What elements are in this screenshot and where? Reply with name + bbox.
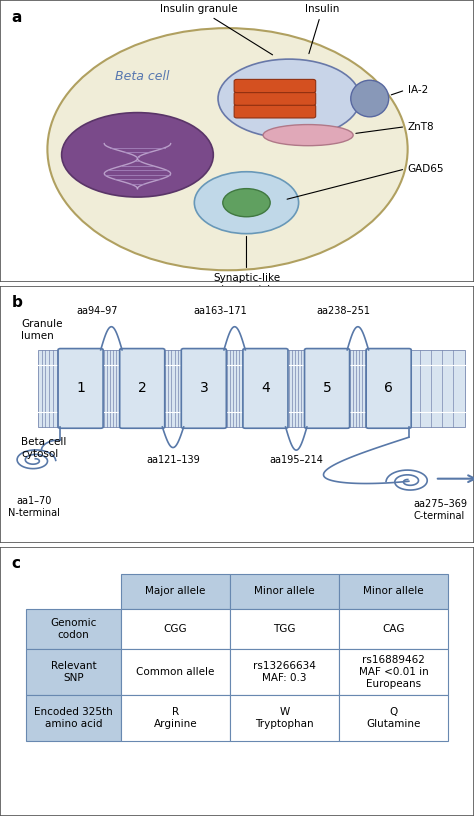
FancyBboxPatch shape bbox=[234, 92, 316, 105]
FancyBboxPatch shape bbox=[366, 348, 411, 428]
Text: 3: 3 bbox=[200, 381, 208, 396]
Text: IA-2: IA-2 bbox=[408, 85, 428, 95]
Text: 2: 2 bbox=[138, 381, 146, 396]
Bar bbox=[100, 350, 122, 427]
Ellipse shape bbox=[47, 29, 408, 270]
Text: TGG: TGG bbox=[273, 624, 296, 634]
FancyBboxPatch shape bbox=[26, 694, 121, 741]
Bar bbox=[162, 350, 184, 427]
FancyBboxPatch shape bbox=[120, 348, 165, 428]
Text: Minor allele: Minor allele bbox=[363, 586, 424, 596]
Text: rs13266634
MAF: 0.3: rs13266634 MAF: 0.3 bbox=[253, 661, 316, 683]
Text: c: c bbox=[12, 557, 21, 571]
Text: Synaptic-like
microvesicles: Synaptic-like microvesicles bbox=[211, 237, 282, 295]
FancyBboxPatch shape bbox=[26, 609, 121, 649]
Text: aa1–70
N-terminal: aa1–70 N-terminal bbox=[9, 496, 60, 518]
Text: aa275–369
C-terminal: aa275–369 C-terminal bbox=[413, 499, 467, 521]
Text: Minor allele: Minor allele bbox=[254, 586, 315, 596]
FancyBboxPatch shape bbox=[339, 574, 448, 609]
Text: Insulin: Insulin bbox=[305, 4, 339, 54]
Text: Beta cell: Beta cell bbox=[115, 69, 169, 82]
Bar bbox=[409, 350, 465, 427]
Text: 5: 5 bbox=[323, 381, 331, 396]
Ellipse shape bbox=[263, 125, 353, 146]
Text: CAG: CAG bbox=[382, 624, 405, 634]
Text: W
Tryptophan: W Tryptophan bbox=[255, 707, 314, 729]
FancyBboxPatch shape bbox=[230, 574, 339, 609]
Text: b: b bbox=[12, 295, 23, 309]
FancyBboxPatch shape bbox=[339, 609, 448, 649]
FancyBboxPatch shape bbox=[121, 609, 230, 649]
FancyBboxPatch shape bbox=[121, 649, 230, 694]
Text: aa238–251: aa238–251 bbox=[317, 307, 371, 317]
Bar bbox=[347, 350, 369, 427]
Text: aa94–97: aa94–97 bbox=[76, 307, 118, 317]
FancyBboxPatch shape bbox=[234, 79, 316, 93]
Bar bbox=[38, 350, 61, 427]
Ellipse shape bbox=[351, 80, 389, 117]
Text: Q
Glutamine: Q Glutamine bbox=[366, 707, 420, 729]
FancyBboxPatch shape bbox=[305, 348, 350, 428]
FancyBboxPatch shape bbox=[58, 348, 103, 428]
FancyBboxPatch shape bbox=[230, 609, 339, 649]
Text: Granule
lumen: Granule lumen bbox=[21, 319, 63, 340]
Text: Major allele: Major allele bbox=[145, 586, 206, 596]
Text: CGG: CGG bbox=[164, 624, 187, 634]
Text: Common allele: Common allele bbox=[136, 667, 215, 677]
Text: Beta cell
cytosol: Beta cell cytosol bbox=[21, 437, 67, 459]
FancyBboxPatch shape bbox=[243, 348, 288, 428]
Text: 4: 4 bbox=[261, 381, 270, 396]
Text: 6: 6 bbox=[384, 381, 393, 396]
Text: ZnT8: ZnT8 bbox=[408, 122, 434, 131]
Ellipse shape bbox=[223, 188, 270, 217]
FancyBboxPatch shape bbox=[26, 649, 121, 694]
FancyBboxPatch shape bbox=[339, 694, 448, 741]
Text: Relevant
SNP: Relevant SNP bbox=[51, 661, 96, 683]
Text: R
Arginine: R Arginine bbox=[154, 707, 197, 729]
FancyBboxPatch shape bbox=[230, 694, 339, 741]
Text: Insulin granule: Insulin granule bbox=[160, 4, 273, 55]
Bar bbox=[285, 350, 307, 427]
Text: Genomic
codon: Genomic codon bbox=[50, 618, 97, 640]
Text: GAD65: GAD65 bbox=[408, 164, 444, 174]
FancyBboxPatch shape bbox=[230, 649, 339, 694]
Text: aa121–139: aa121–139 bbox=[146, 455, 200, 465]
Text: 1: 1 bbox=[76, 381, 85, 396]
Text: aa163–171: aa163–171 bbox=[193, 307, 247, 317]
Text: a: a bbox=[12, 10, 22, 24]
Ellipse shape bbox=[194, 171, 299, 233]
Text: aa195–214: aa195–214 bbox=[269, 455, 323, 465]
FancyBboxPatch shape bbox=[121, 574, 230, 609]
Ellipse shape bbox=[62, 113, 213, 197]
FancyBboxPatch shape bbox=[339, 649, 448, 694]
FancyBboxPatch shape bbox=[234, 104, 316, 118]
FancyBboxPatch shape bbox=[121, 694, 230, 741]
Text: Encoded 325th
amino acid: Encoded 325th amino acid bbox=[34, 707, 113, 729]
FancyBboxPatch shape bbox=[182, 348, 227, 428]
Text: rs16889462
MAF <0.01 in
Europeans: rs16889462 MAF <0.01 in Europeans bbox=[358, 655, 428, 689]
Bar bbox=[224, 350, 246, 427]
Ellipse shape bbox=[218, 59, 360, 138]
